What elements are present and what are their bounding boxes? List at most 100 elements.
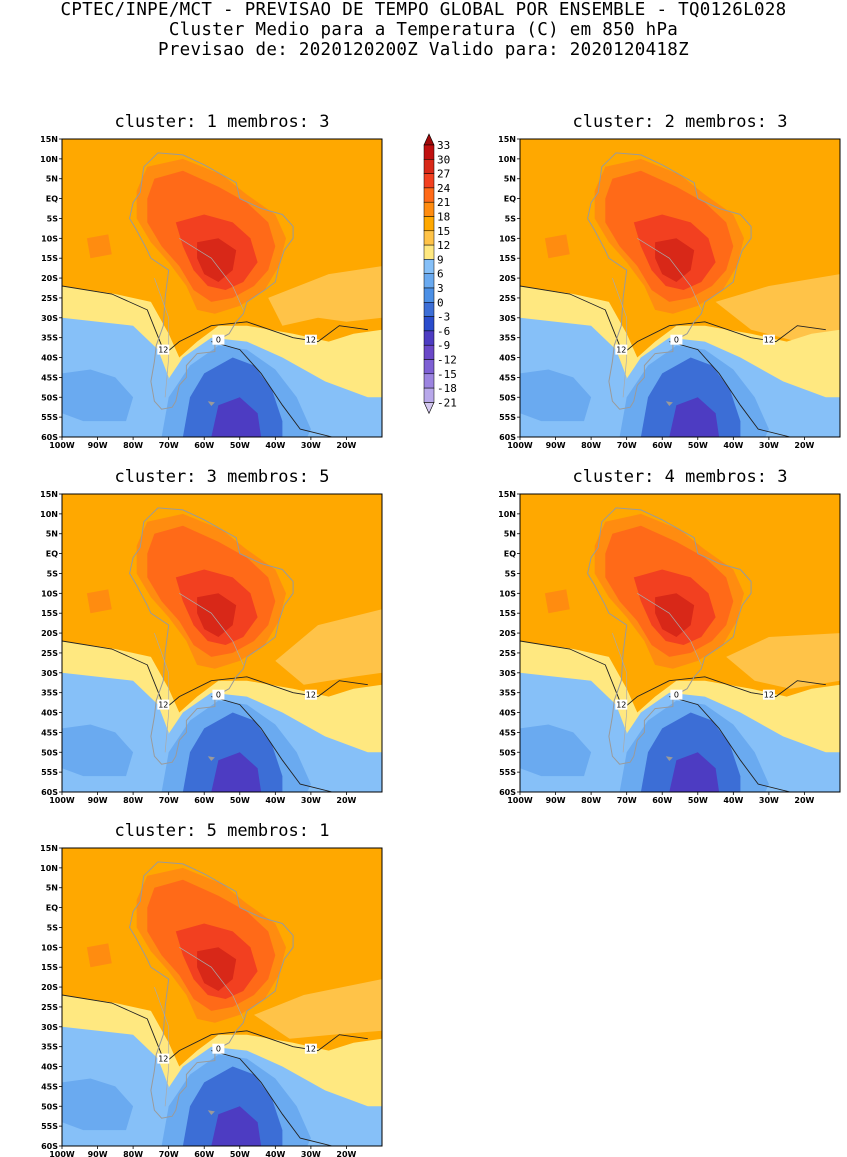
panel-1-andes-border <box>154 277 170 398</box>
panel-5-andes-border <box>154 986 170 1107</box>
colorbar-label-18: -21 <box>437 396 457 409</box>
colorbar-label-0: 33 <box>437 139 450 152</box>
panel-4-band-14 <box>669 752 720 792</box>
colorbar-label-9: 6 <box>437 268 444 281</box>
panel-2-andes-border <box>612 277 628 398</box>
panel-2-frame <box>519 138 841 438</box>
panel-1-band-3 <box>86 234 112 259</box>
panel-2-contour-label-12-east: 12 <box>764 336 774 345</box>
panel-3-band-3 <box>86 589 112 614</box>
panel-3-lon-label-2: 80W <box>123 796 143 805</box>
panel-2-coastline <box>587 152 752 410</box>
panel-4-contour-label-bg-12-west <box>615 699 628 710</box>
panel-3-lat-label-7: 20S <box>41 629 58 638</box>
panel-2-lat-label-4: 5S <box>505 215 517 224</box>
panel-3-lat-label-15: 60S <box>41 788 58 797</box>
panel-5-lon-label-8: 20W <box>336 1150 356 1157</box>
panel-4-lat-label-13: 50S <box>499 748 516 757</box>
colorbar-label-5: 18 <box>437 211 450 224</box>
panel-5-lat-label-6: 15S <box>41 963 58 972</box>
panel-3-lon-label-6: 40W <box>265 796 285 805</box>
panel-3-band-1 <box>275 609 382 685</box>
map-panel-cluster-2: 12 12 0 15N 10N 5N EQ 5S 10S 15S 20S 25S 30S 35S 40S 45… <box>498 135 841 450</box>
panel-2-lon-label-0: 100W <box>507 441 533 450</box>
panel-3-band-9 <box>62 724 134 777</box>
panel-2-band-4 <box>544 234 570 259</box>
colorbar-band-14 <box>423 344 435 360</box>
panel-4-band-10 <box>520 724 592 777</box>
panel-3-contour-label-12-west: 12 <box>158 701 168 710</box>
panel-3-lat-label-2: 5N <box>46 530 58 539</box>
panel-3-lat-label-8: 25S <box>41 649 58 658</box>
panel-4-lon-label-1: 90W <box>546 796 566 805</box>
panel-3-lat-label-5: 10S <box>41 589 58 598</box>
panel-5-coastline <box>129 861 294 1119</box>
panel-3-lat-label-10: 35S <box>41 689 58 698</box>
panel-5-lon-label-7: 30W <box>301 1150 321 1157</box>
panel-5-contour-label-bg-12-west <box>157 1053 170 1064</box>
colorbar-label-2: 27 <box>437 168 450 181</box>
panel-1-lat-label-11: 40S <box>41 354 58 363</box>
panel-5-band-13 <box>211 1106 262 1146</box>
panel-5-band-9 <box>62 1078 134 1131</box>
panel-5-lat-label-8: 25S <box>41 1003 58 1012</box>
panel-2-lat-label-5: 10S <box>499 234 516 243</box>
panel-5-band-6 <box>197 947 237 991</box>
colorbar-band-8 <box>423 259 435 274</box>
colorbar-band-7 <box>423 244 435 260</box>
panel-2-falkland-islands <box>665 401 673 406</box>
panel-1-lat-label-0: 15N <box>40 135 58 144</box>
colorbar-band-11 <box>423 302 435 317</box>
panel-2-lon-label-6: 40W <box>723 441 743 450</box>
panel-3-lat-label-0: 15N <box>40 490 58 499</box>
panel-3-lat-label-13: 50S <box>41 748 58 757</box>
colorbar-band-16 <box>423 373 435 389</box>
panel-1-contour-label-bg-0 <box>212 334 225 345</box>
panel-3-contour-label-bg-12-east <box>304 689 317 700</box>
panel-2-interior-border <box>637 238 702 311</box>
panel-2-lat-label-3: EQ <box>504 195 516 204</box>
panel-2-lat-label-11: 40S <box>499 354 516 363</box>
map-panel-cluster-5: 12 12 0 15N 10N 5N EQ 5S 10S 15S 20S 25S 30S 35S 40S 45… <box>40 844 383 1157</box>
panel-4-lon-label-8: 20W <box>794 796 814 805</box>
panel-3-band-13 <box>211 752 262 792</box>
panel-1-coastline <box>129 152 294 410</box>
panel-1-contour-12 <box>62 285 368 355</box>
panel-5-contour-label-12-east: 12 <box>306 1045 316 1054</box>
colorbar-band-17 <box>423 387 435 403</box>
panel-1-lon-label-0: 100W <box>49 441 75 450</box>
panel-2-lat-label-7: 20S <box>499 274 516 283</box>
panel-5-lat-label-7: 20S <box>41 983 58 992</box>
panel-1-lat-label-14: 55S <box>41 413 58 422</box>
panel-4-lon-label-5: 50W <box>688 796 708 805</box>
panel-5-lon-label-1: 90W <box>88 1150 108 1157</box>
panel-5-band-1 <box>254 979 382 1039</box>
panel-5-contour-label-bg-0 <box>212 1043 225 1054</box>
panel-title-cluster-3: cluster: 3 membros: 5 <box>114 467 330 487</box>
panel-3-lon-label-0: 100W <box>49 796 75 805</box>
panel-4-lat-label-1: 10N <box>498 510 516 519</box>
panel-5-lon-label-4: 60W <box>194 1150 214 1157</box>
panel-4-lon-label-4: 60W <box>652 796 672 805</box>
panel-1-lat-label-4: 5S <box>47 215 59 224</box>
panel-4-lat-label-2: 5N <box>504 530 516 539</box>
panel-5-lat-label-2: 5N <box>46 884 58 893</box>
colorbar-band-3 <box>423 187 435 203</box>
panel-2-lat-label-0: 15N <box>498 135 516 144</box>
panel-5-lat-label-1: 10N <box>40 864 58 873</box>
colorbar-label-15: -12 <box>437 354 457 367</box>
panel-3-andes-border <box>154 632 170 753</box>
panel-2-contour-label-12-west: 12 <box>616 346 626 355</box>
panel-5-lon-label-3: 70W <box>159 1150 179 1157</box>
panel-4-lat-label-4: 5S <box>505 570 517 579</box>
panel-4-lon-label-3: 70W <box>617 796 637 805</box>
panel-3-lat-label-14: 55S <box>41 768 58 777</box>
panel-2-lon-label-5: 50W <box>688 441 708 450</box>
colorbar-label-17: -18 <box>437 382 457 395</box>
panel-3-coastline <box>129 507 294 765</box>
panel-2-band-14 <box>669 397 720 437</box>
panel-3-contour-label-bg-12-west <box>157 699 170 710</box>
panel-5-field <box>62 848 382 1146</box>
panel-4-lon-label-6: 40W <box>723 796 743 805</box>
